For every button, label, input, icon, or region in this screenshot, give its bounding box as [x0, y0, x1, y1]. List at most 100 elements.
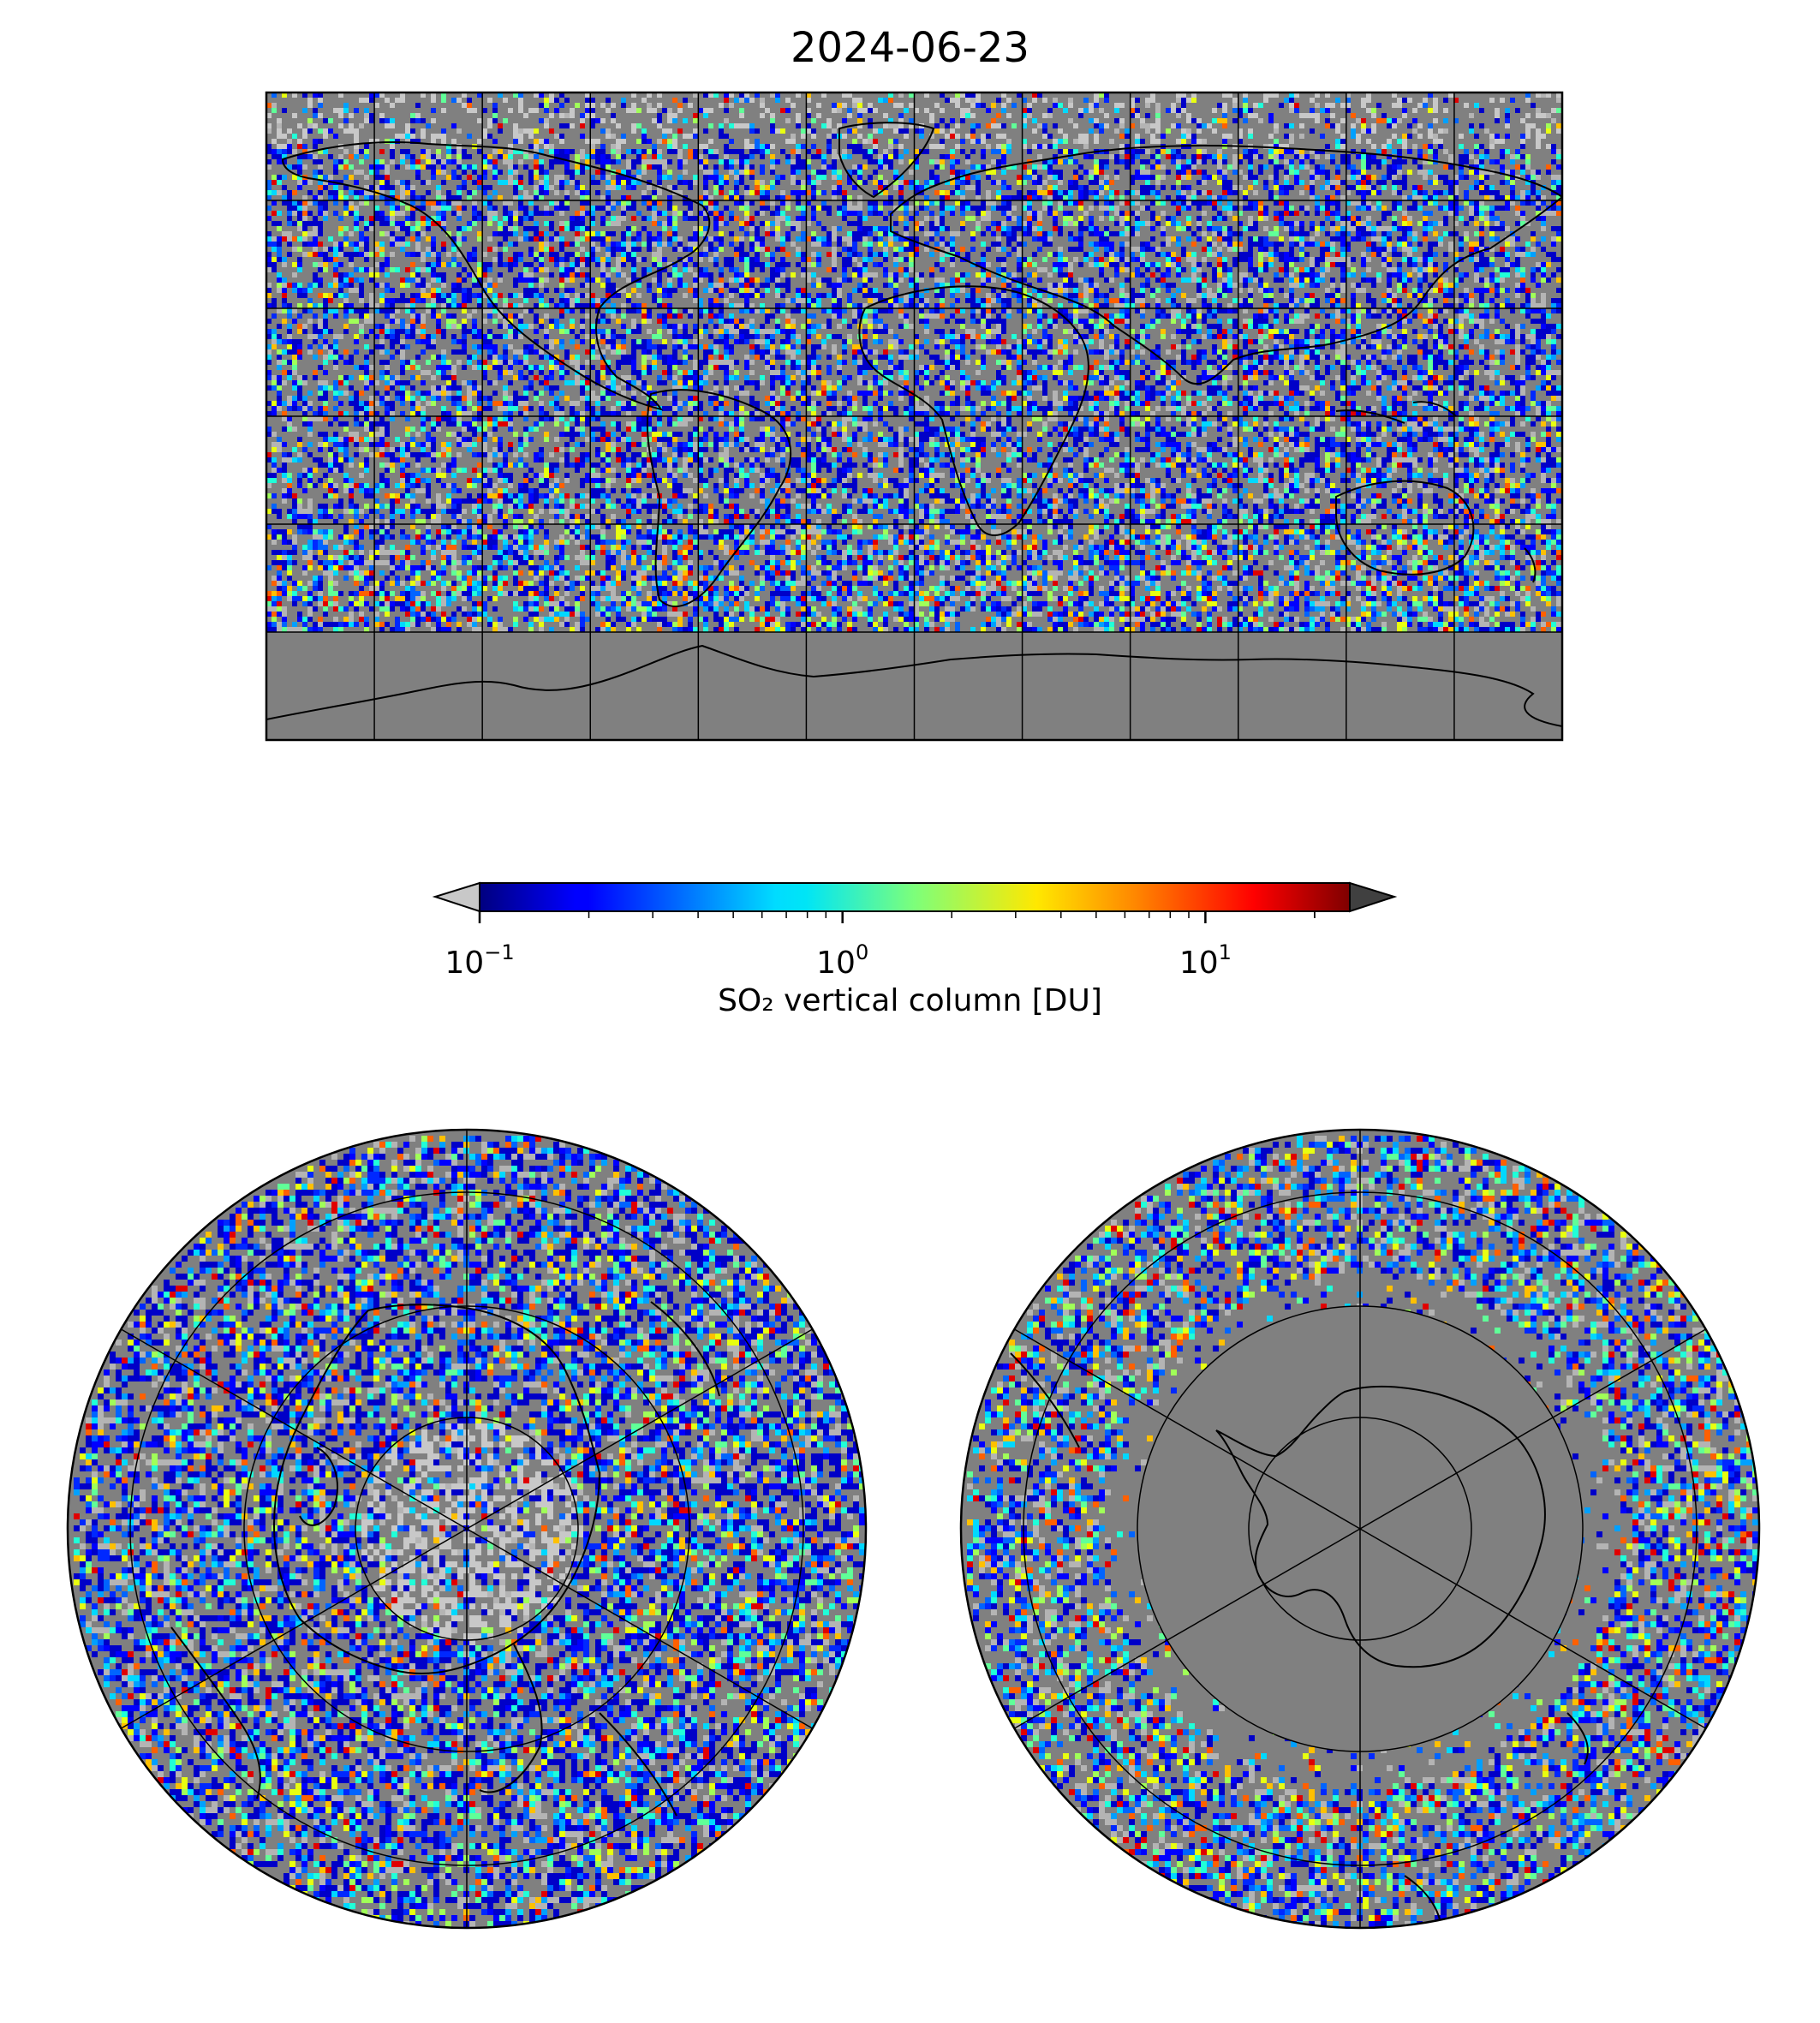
so2-pixel — [1304, 113, 1310, 118]
so2-pixel — [374, 252, 379, 257]
so2-pixel — [1469, 128, 1474, 134]
so2-pixel — [1469, 123, 1474, 128]
so2-pixel — [385, 195, 390, 200]
so2-pixel — [662, 164, 667, 170]
so2-pixel — [431, 247, 436, 252]
so2-pixel — [693, 180, 698, 185]
so2-pixel — [1099, 257, 1104, 262]
so2-pixel — [960, 211, 965, 216]
so2-pixel — [744, 267, 749, 272]
so2-pixel — [1546, 252, 1551, 257]
so2-pixel — [1366, 190, 1371, 195]
so2-pixel — [1423, 226, 1428, 231]
so2-pixel — [883, 216, 888, 221]
so2-pixel — [1068, 283, 1073, 288]
so2-pixel — [441, 180, 446, 185]
so2-pixel — [616, 216, 621, 221]
so2-pixel — [374, 211, 379, 216]
so2-pixel — [472, 170, 477, 175]
so2-pixel — [1551, 190, 1556, 195]
so2-pixel — [760, 200, 765, 206]
so2-pixel — [1443, 164, 1448, 170]
so2-pixel — [266, 190, 272, 195]
so2-pixel — [1196, 190, 1202, 195]
so2-pixel — [549, 185, 554, 190]
so2-pixel — [313, 262, 318, 267]
so2-pixel — [724, 221, 729, 226]
so2-pixel — [1412, 144, 1417, 149]
so2-pixel — [667, 272, 672, 277]
so2-pixel — [1232, 118, 1238, 123]
so2-pixel — [857, 267, 862, 272]
so2-pixel — [405, 226, 410, 231]
so2-pixel — [564, 180, 570, 185]
so2-pixel — [1099, 272, 1104, 277]
so2-pixel — [544, 170, 549, 175]
so2-pixel — [1063, 277, 1068, 283]
so2-pixel — [1114, 170, 1119, 175]
so2-pixel — [662, 221, 667, 226]
so2-pixel — [775, 236, 780, 242]
so2-pixel — [1047, 200, 1053, 206]
so2-pixel — [667, 288, 672, 293]
so2-pixel — [580, 170, 585, 175]
so2-pixel — [837, 175, 842, 180]
so2-pixel — [379, 247, 385, 252]
so2-pixel — [1320, 164, 1325, 170]
so2-pixel — [857, 283, 862, 288]
so2-pixel — [1284, 98, 1289, 103]
so2-pixel — [770, 170, 775, 175]
so2-pixel — [1289, 236, 1294, 242]
so2-pixel — [1315, 195, 1320, 200]
so2-pixel — [1304, 206, 1310, 211]
so2-pixel — [1176, 242, 1181, 247]
so2-pixel — [708, 211, 713, 216]
so2-pixel — [683, 247, 688, 252]
so2-pixel — [713, 190, 719, 195]
so2-pixel — [652, 159, 657, 164]
so2-pixel — [662, 108, 667, 113]
so2-pixel — [549, 92, 554, 98]
so2-pixel — [1248, 128, 1253, 134]
so2-pixel — [1186, 159, 1191, 164]
so2-pixel — [688, 103, 693, 108]
so2-pixel — [1315, 277, 1320, 283]
so2-pixel — [343, 226, 349, 231]
so2-pixel — [1130, 175, 1135, 180]
so2-pixel — [1006, 195, 1011, 200]
so2-pixel — [883, 272, 888, 277]
so2-pixel — [667, 185, 672, 190]
so2-pixel — [1515, 288, 1520, 293]
so2-pixel — [755, 128, 760, 134]
so2-pixel — [1459, 144, 1464, 149]
so2-pixel — [862, 288, 868, 293]
so2-pixel — [266, 185, 272, 190]
so2-pixel — [1037, 231, 1042, 236]
so2-pixel — [806, 113, 811, 118]
so2-pixel — [369, 139, 374, 144]
so2-pixel — [1094, 118, 1099, 123]
so2-pixel — [436, 277, 441, 283]
so2-pixel — [878, 185, 883, 190]
so2-pixel — [1063, 108, 1068, 113]
so2-pixel — [518, 149, 523, 154]
so2-pixel — [1191, 134, 1196, 139]
so2-pixel — [801, 252, 806, 257]
so2-pixel — [821, 226, 826, 231]
so2-pixel — [698, 231, 703, 236]
so2-pixel — [816, 180, 821, 185]
so2-pixel — [693, 113, 698, 118]
so2-pixel — [1227, 267, 1232, 272]
so2-pixel — [1346, 164, 1351, 170]
so2-pixel — [1119, 231, 1125, 236]
so2-pixel — [492, 113, 498, 118]
so2-pixel — [770, 211, 775, 216]
so2-pixel — [492, 211, 498, 216]
so2-pixel — [426, 159, 431, 164]
so2-pixel — [338, 283, 343, 288]
so2-pixel — [898, 195, 904, 200]
so2-pixel — [847, 128, 852, 134]
so2-pixel — [677, 211, 683, 216]
so2-pixel — [981, 242, 986, 247]
so2-pixel — [826, 144, 832, 149]
